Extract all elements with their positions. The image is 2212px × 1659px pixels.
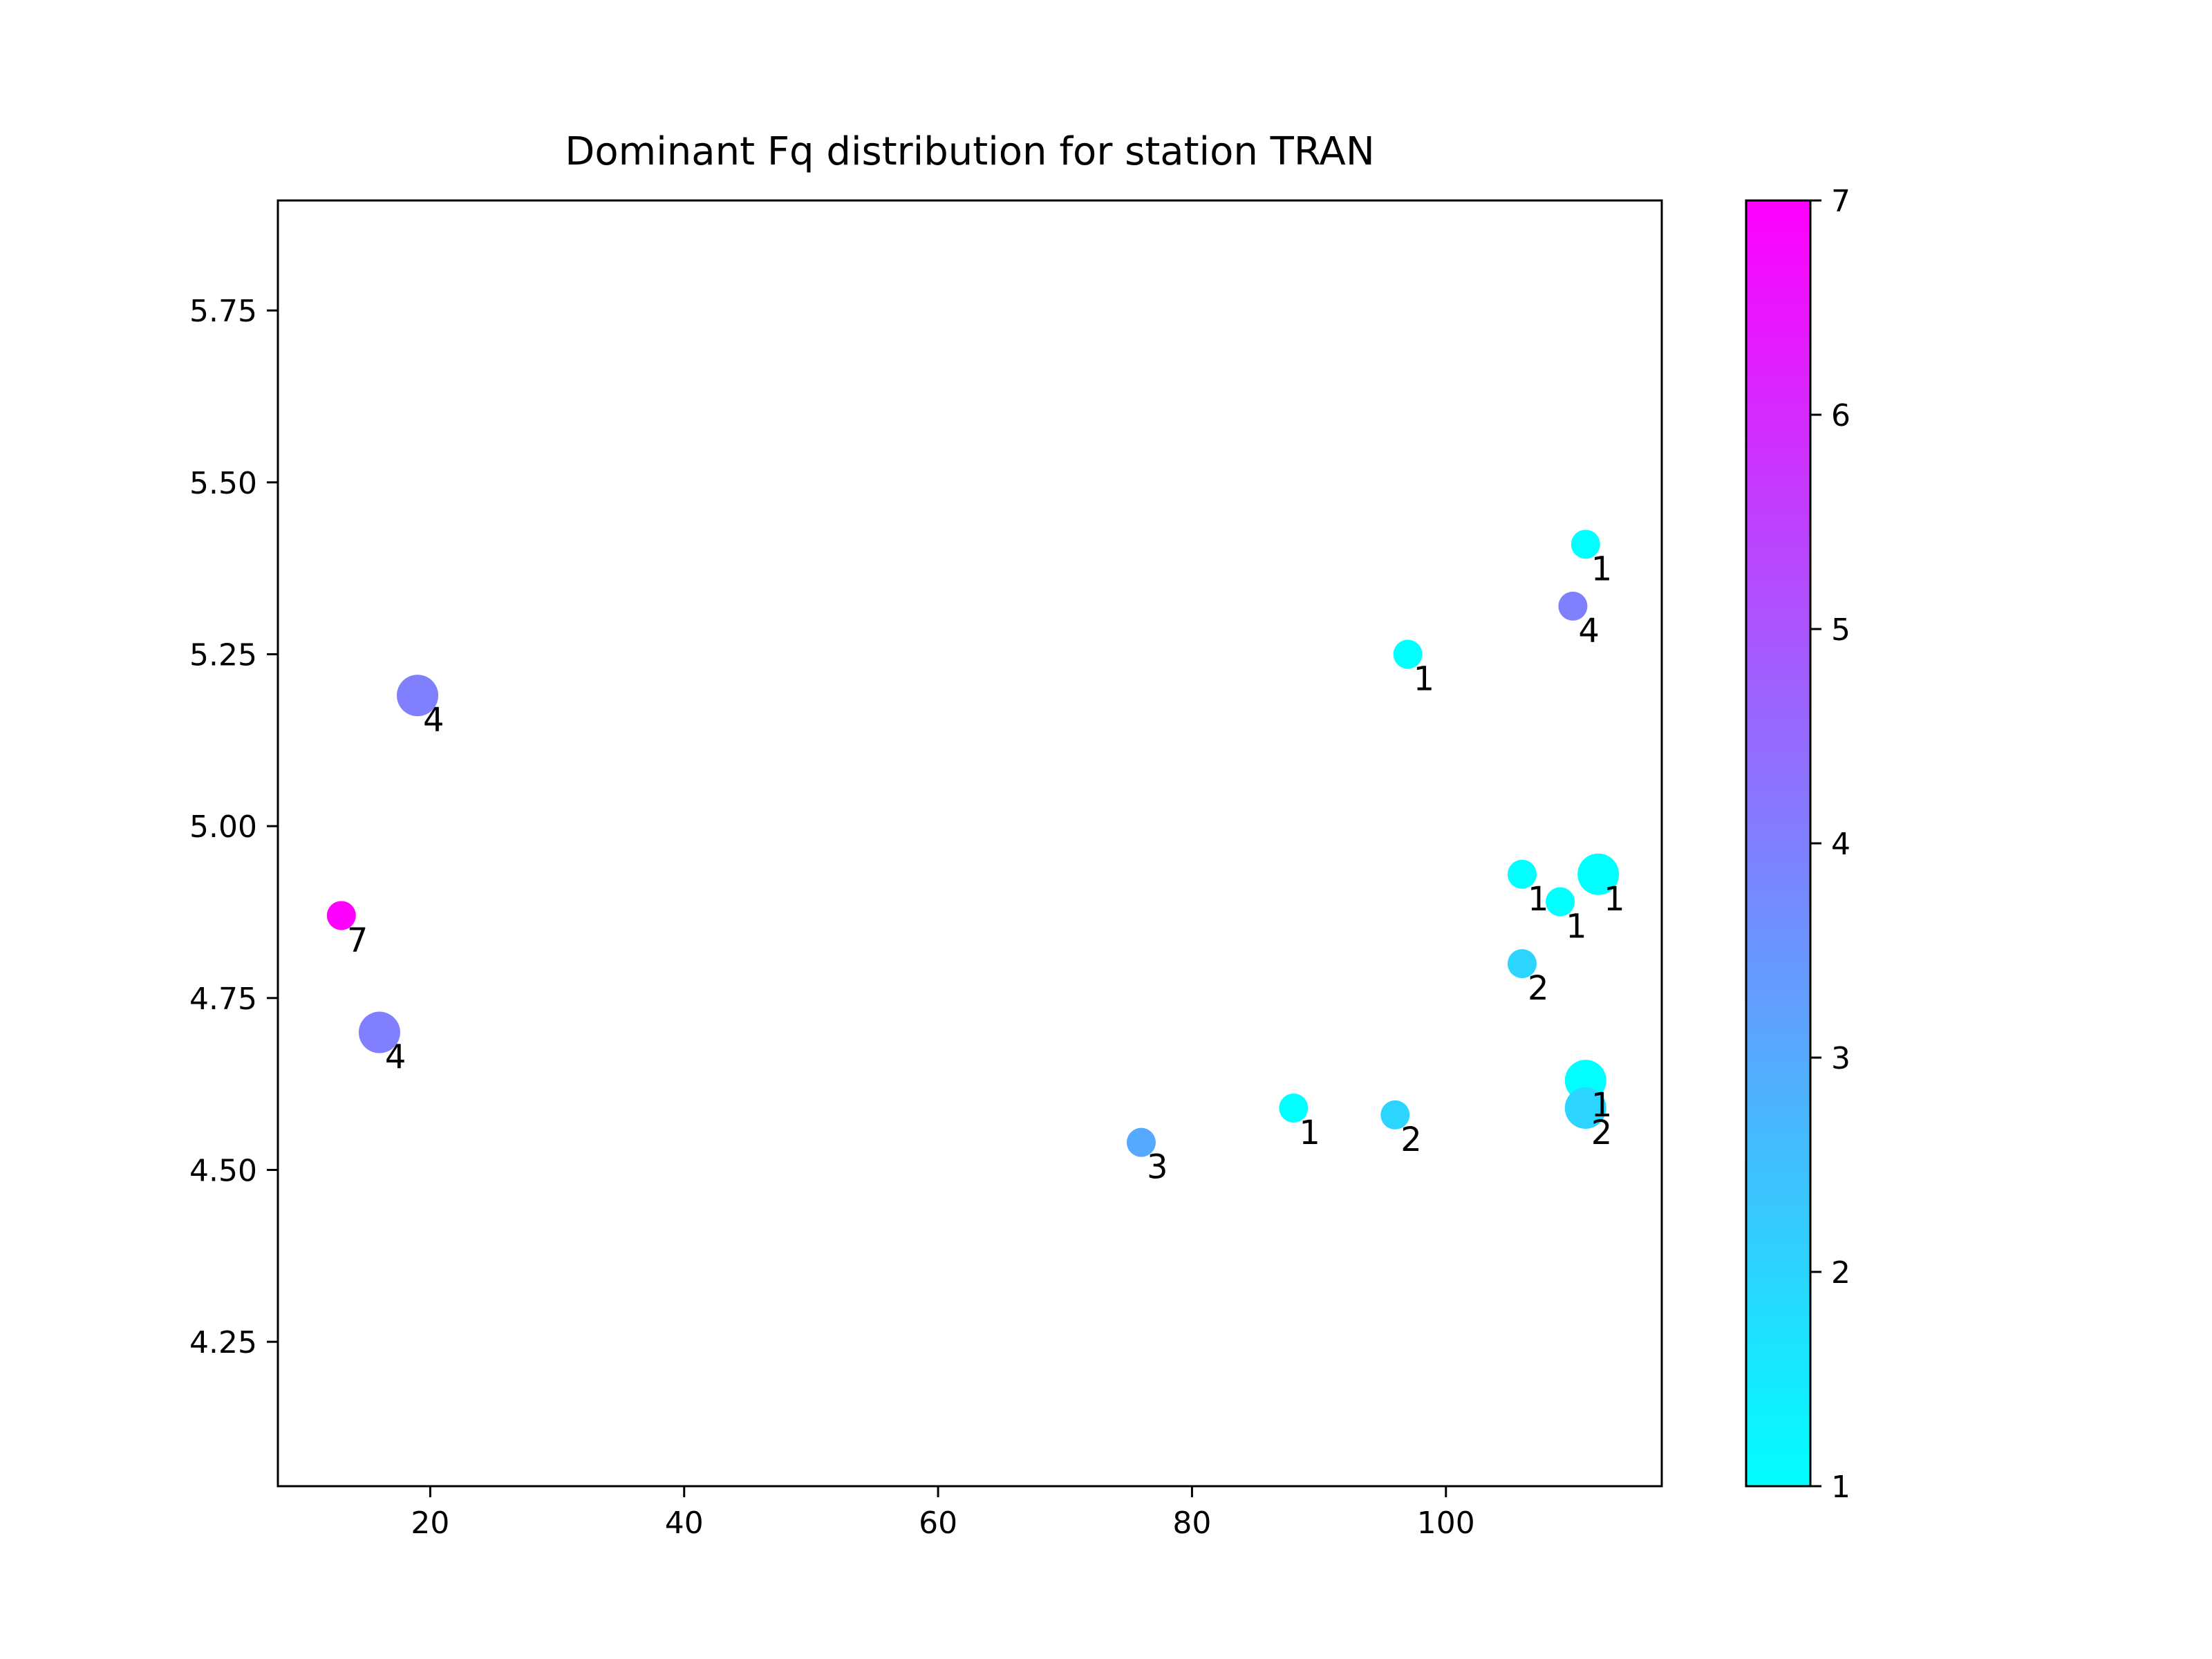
scatter-point xyxy=(1577,853,1620,895)
y-tick-label: 5.75 xyxy=(189,294,257,329)
plot-frame xyxy=(276,199,1663,1488)
y-tick-label: 4.50 xyxy=(189,1153,257,1188)
colorbar-tick-label: 6 xyxy=(1831,398,1850,433)
scatter-point xyxy=(397,675,439,717)
y-tick-label: 5.50 xyxy=(189,466,257,501)
point-value-label: 1 xyxy=(1591,550,1613,588)
x-tick-label: 20 xyxy=(411,1506,449,1541)
x-tick-label: 60 xyxy=(919,1506,957,1541)
scatter-point xyxy=(1380,1100,1410,1130)
point-value-label: 2 xyxy=(1400,1121,1422,1159)
scatter-point xyxy=(1393,639,1423,669)
y-tick-label: 4.25 xyxy=(189,1325,257,1360)
chart-title: Dominant Fq distribution for station TRA… xyxy=(565,129,1374,174)
colorbar: 1 2 3 4 5 6 7 xyxy=(1745,184,1850,1505)
point-value-label: 1 xyxy=(1566,908,1587,946)
colorbar-ticks: 1 2 3 4 5 6 7 xyxy=(1810,184,1850,1505)
point-value-label: 2 xyxy=(1528,969,1549,1008)
point-value-label: 3 xyxy=(1147,1148,1168,1187)
point-value-label: 1 xyxy=(1528,880,1549,919)
y-tick-label: 4.75 xyxy=(189,982,257,1017)
scatter-point xyxy=(1279,1093,1309,1123)
point-value-label: 4 xyxy=(1578,612,1600,650)
colorbar-tick-label: 4 xyxy=(1831,827,1850,862)
point-value-label: 4 xyxy=(423,701,444,740)
scatter-point xyxy=(326,901,356,930)
scatter-point xyxy=(1558,591,1588,621)
x-tick-label: 40 xyxy=(665,1506,704,1541)
scatter-point xyxy=(1564,1087,1606,1129)
point-value-label: 1 xyxy=(1414,659,1435,698)
point-value-label: 7 xyxy=(347,921,368,959)
colorbar-tick-label: 3 xyxy=(1831,1041,1850,1076)
colorbar-tick-label: 1 xyxy=(1831,1470,1850,1505)
point-value-label: 4 xyxy=(385,1038,406,1077)
y-axis: 4.25 4.50 4.75 5.00 5.25 5.50 5.75 xyxy=(189,294,278,1360)
scatter-point xyxy=(358,1011,400,1053)
x-axis: 20 40 60 80 100 xyxy=(411,1486,1475,1541)
scatter-point xyxy=(1507,949,1537,979)
y-tick-label: 5.00 xyxy=(189,809,257,845)
scatter-point xyxy=(1126,1127,1156,1157)
scatter-point xyxy=(1571,529,1600,559)
x-tick-label: 100 xyxy=(1417,1506,1475,1541)
colorbar-tick-label: 7 xyxy=(1831,184,1850,219)
colorbar-gradient xyxy=(1745,199,1812,1488)
colorbar-tick-label: 2 xyxy=(1831,1255,1850,1291)
point-value-label: 1 xyxy=(1299,1114,1320,1152)
point-value-label: 2 xyxy=(1591,1114,1613,1152)
point-value-label: 1 xyxy=(1604,880,1625,919)
x-tick-label: 80 xyxy=(1172,1506,1211,1541)
colorbar-tick-label: 5 xyxy=(1831,612,1850,648)
point-value-label: 1 xyxy=(1591,1086,1613,1125)
points-layer xyxy=(326,529,1620,1157)
scatter-point xyxy=(1546,887,1575,917)
y-tick-label: 5.25 xyxy=(189,637,257,673)
scatter-point xyxy=(1507,859,1537,889)
